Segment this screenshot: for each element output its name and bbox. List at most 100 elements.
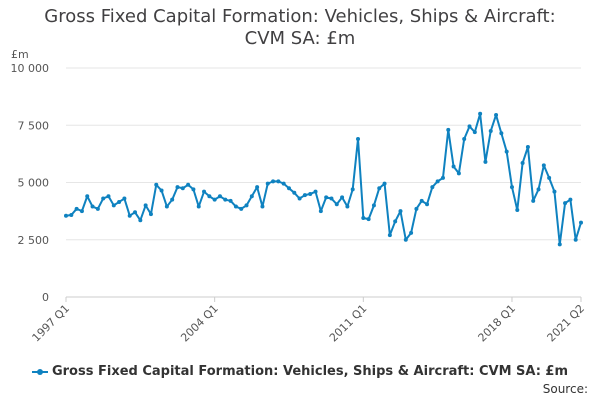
data-point	[520, 161, 525, 166]
data-point	[409, 230, 414, 235]
data-point	[472, 130, 477, 135]
chart-title-line-2: CVM SA: £m	[244, 28, 356, 49]
data-point	[271, 179, 276, 184]
data-point	[366, 217, 371, 222]
data-point	[233, 204, 238, 209]
data-point	[159, 188, 164, 193]
data-point	[239, 206, 244, 211]
data-point	[64, 213, 68, 218]
data-point	[154, 182, 159, 187]
data-point	[382, 181, 387, 186]
data-point	[164, 204, 169, 209]
data-point	[536, 187, 541, 192]
chart-title: Gross Fixed Capital Formation: Vehicles,…	[0, 6, 600, 50]
data-point	[579, 220, 583, 225]
data-point	[387, 233, 392, 238]
y-unit-label: £m	[11, 48, 29, 61]
data-point	[329, 196, 334, 201]
data-point	[106, 194, 111, 199]
data-point	[260, 204, 265, 209]
data-point	[393, 219, 398, 224]
data-point	[467, 124, 472, 129]
data-point	[435, 179, 440, 184]
data-point	[552, 189, 557, 194]
legend[interactable]: Gross Fixed Capital Formation: Vehicles,…	[0, 364, 600, 379]
grid-layer	[66, 67, 581, 298]
series-layer	[64, 111, 583, 247]
data-point	[451, 164, 456, 169]
data-point	[361, 215, 366, 220]
data-point	[525, 145, 530, 150]
x-tick-label: 2011 Q1	[327, 302, 370, 345]
legend-label: Gross Fixed Capital Formation: Vehicles,…	[51, 364, 569, 379]
data-point	[74, 206, 79, 211]
data-point	[504, 149, 509, 154]
data-point	[440, 175, 445, 180]
data-point	[85, 194, 90, 199]
data-point	[371, 203, 376, 208]
data-point	[345, 204, 350, 209]
data-point	[483, 159, 488, 164]
data-point	[207, 194, 212, 199]
data-point	[403, 237, 408, 242]
data-point	[175, 185, 180, 190]
data-point	[133, 210, 138, 215]
x-tick-label: 2021 Q2	[545, 302, 588, 345]
data-point	[573, 237, 578, 242]
data-point	[117, 199, 122, 204]
data-point	[531, 198, 536, 203]
data-point	[255, 185, 260, 190]
data-point	[509, 185, 514, 190]
data-point	[563, 201, 568, 206]
data-point	[292, 190, 297, 195]
data-point	[499, 131, 504, 136]
data-point	[350, 187, 355, 192]
data-point	[202, 189, 207, 194]
series-line	[65, 112, 582, 246]
data-point	[313, 189, 318, 194]
data-point	[547, 175, 552, 180]
data-point	[430, 185, 435, 190]
data-point	[334, 202, 339, 207]
y-tick-label: 5 000	[18, 177, 50, 190]
chart-title-line-1: Gross Fixed Capital Formation: Vehicles,…	[44, 6, 556, 27]
data-point	[90, 204, 95, 209]
data-point	[95, 206, 100, 211]
data-point	[568, 197, 573, 202]
data-point	[340, 195, 345, 200]
data-point	[488, 128, 493, 133]
y-tick-label: 0	[42, 291, 49, 304]
x-tick-label: 2018 Q1	[476, 302, 519, 345]
data-point	[302, 193, 307, 198]
data-point	[265, 181, 270, 186]
data-point	[101, 196, 106, 201]
x-tick-label: 1997 Q1	[30, 302, 73, 345]
data-point	[324, 195, 329, 200]
data-point	[557, 242, 562, 247]
data-point	[170, 197, 175, 202]
data-point	[515, 207, 520, 212]
data-point	[223, 197, 228, 202]
data-point	[69, 213, 74, 218]
data-point	[148, 212, 153, 217]
data-point	[276, 179, 281, 184]
data-point	[286, 186, 291, 191]
data-point	[244, 203, 249, 208]
y-tick-label: 7 500	[18, 119, 50, 132]
legend-swatch	[31, 367, 48, 377]
y-tick-label: 10 000	[11, 62, 50, 75]
data-point	[414, 206, 419, 211]
data-point	[419, 198, 424, 203]
data-point	[462, 136, 467, 141]
data-point	[356, 136, 361, 141]
data-point	[186, 182, 191, 187]
data-point	[143, 203, 148, 208]
data-point	[122, 196, 127, 201]
data-point	[79, 209, 84, 214]
data-point	[180, 186, 185, 191]
data-point	[249, 194, 254, 199]
data-point	[478, 111, 483, 116]
data-point	[212, 197, 217, 202]
data-point	[398, 209, 403, 214]
